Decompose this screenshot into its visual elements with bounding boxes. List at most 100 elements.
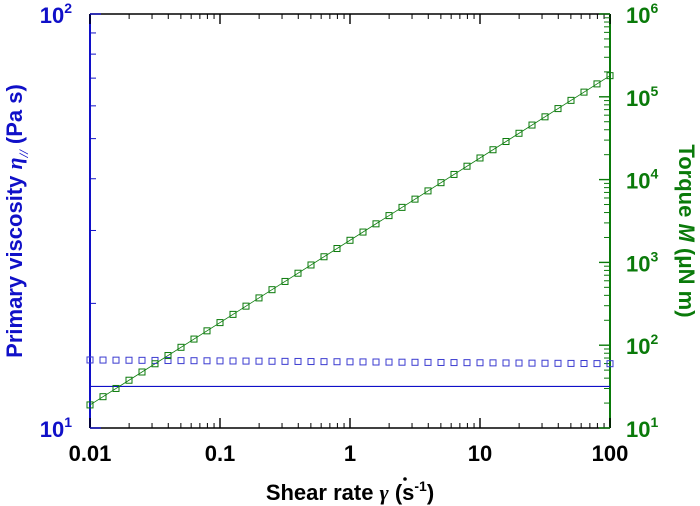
- viscosity-point: [112, 356, 120, 364]
- torque-point: [320, 253, 328, 261]
- torque-point: [190, 335, 198, 343]
- viscosity-point: [411, 358, 419, 366]
- torque-point: [541, 113, 549, 121]
- torque-point: [164, 352, 172, 360]
- torque-point: [567, 96, 575, 104]
- torque-point: [177, 343, 185, 351]
- right-tick-exponent: 2: [650, 331, 658, 347]
- torque-point: [398, 203, 406, 211]
- left-tick-label: 101: [40, 414, 72, 442]
- right-tick-exponent: 5: [650, 83, 658, 99]
- viscosity-point: [242, 357, 250, 365]
- torque-point: [476, 154, 484, 162]
- viscosity-point: [489, 359, 497, 367]
- x-tick-label: 0.01: [69, 441, 112, 466]
- right-title-unit: (μN m): [674, 242, 699, 318]
- torque-point: [463, 162, 471, 170]
- x-title-text: Shear rate: [266, 480, 380, 505]
- right-tick-exponent: 6: [650, 0, 658, 16]
- viscosity-point: [567, 359, 575, 367]
- left-axis-title: Primary viscosity η// (Pa s): [2, 84, 31, 358]
- torque-point: [333, 245, 341, 253]
- viscosity-point: [294, 357, 302, 365]
- x-tick-label: 1: [344, 441, 356, 466]
- viscosity-point: [164, 357, 172, 365]
- viscosity-point: [99, 356, 107, 364]
- right-tick-base: 10: [626, 86, 650, 111]
- torque-point: [112, 384, 120, 392]
- right-tick-label: 102: [626, 331, 658, 359]
- torque-point: [255, 294, 263, 302]
- x-tick-label: 10: [468, 441, 492, 466]
- viscosity-point: [268, 357, 276, 365]
- left-tick-base: 10: [40, 3, 64, 28]
- left-tick-exponent: 2: [64, 0, 72, 16]
- left-title-unit: (Pa s): [2, 84, 27, 150]
- torque-point: [606, 72, 614, 80]
- left-tick-label: 102: [40, 0, 72, 28]
- torque-point: [424, 187, 432, 195]
- viscosity-point: [281, 357, 289, 365]
- torque-point: [99, 393, 107, 401]
- torque-point: [86, 401, 94, 409]
- viscosity-point: [515, 359, 523, 367]
- viscosity-point: [541, 359, 549, 367]
- right-tick-label: 105: [626, 83, 658, 111]
- x-title-close: ): [427, 480, 434, 505]
- torque-point: [229, 310, 237, 318]
- viscosity-point: [190, 357, 198, 365]
- torque-point: [307, 261, 315, 269]
- torque-point: [346, 236, 354, 244]
- torque-point: [554, 105, 562, 113]
- torque-point: [489, 146, 497, 154]
- viscosity-point: [307, 358, 315, 366]
- right-tick-base: 10: [626, 334, 650, 359]
- right-tick-exponent: 1: [650, 414, 658, 430]
- x-tick-label: 0.1: [205, 441, 236, 466]
- torque-point: [411, 195, 419, 203]
- viscosity-point: [424, 358, 432, 366]
- right-tick-exponent: 4: [650, 166, 658, 182]
- left-tick-exponent: 1: [64, 414, 72, 430]
- right-tick-label: 101: [626, 414, 658, 442]
- torque-point: [580, 88, 588, 96]
- left-title-subscript: //: [16, 149, 31, 159]
- torque-point: [268, 286, 276, 294]
- right-tick-base: 10: [626, 169, 650, 194]
- right-title-symbol: M: [674, 223, 699, 242]
- viscosity-point: [385, 358, 393, 366]
- x-axis-title: Shear rate γ (s-1): [266, 478, 434, 505]
- viscosity-point: [229, 357, 237, 365]
- torque-point: [151, 360, 159, 368]
- viscosity-point: [450, 359, 458, 367]
- right-tick-base: 10: [626, 251, 650, 276]
- right-tick-label: 103: [626, 248, 658, 276]
- viscosity-point: [528, 359, 536, 367]
- torque-fit-line: [89, 75, 611, 406]
- torque-point: [437, 179, 445, 187]
- x-title-dot: [403, 477, 407, 481]
- torque-point: [502, 138, 510, 146]
- viscosity-point: [463, 359, 471, 367]
- viscosity-point: [138, 356, 146, 364]
- right-tick-base: 10: [626, 417, 650, 442]
- x-tick-label: 100: [592, 441, 629, 466]
- left-title-text: Primary viscosity: [2, 170, 27, 358]
- torque-point: [385, 212, 393, 220]
- torque-point: [242, 302, 250, 310]
- viscosity-point: [398, 358, 406, 366]
- x-title-exponent: -1: [414, 478, 427, 494]
- torque-point: [359, 228, 367, 236]
- torque-point: [281, 277, 289, 285]
- right-axis-title: Torque M (μN m): [674, 144, 699, 317]
- torque-point: [138, 368, 146, 376]
- torque-point: [216, 319, 224, 327]
- viscosity-point: [216, 357, 224, 365]
- torque-point: [515, 129, 523, 137]
- viscosity-point: [554, 359, 562, 367]
- left-tick-base: 10: [40, 417, 64, 442]
- viscosity-point: [255, 357, 263, 365]
- right-tick-label: 104: [626, 166, 658, 194]
- right-tick-label: 106: [626, 0, 658, 28]
